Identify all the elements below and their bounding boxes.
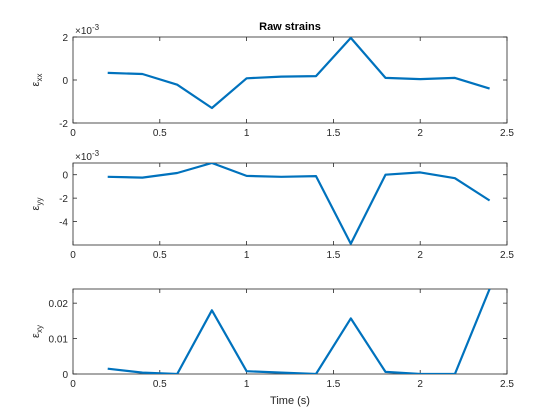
axis-exponent-label: ×10-3 xyxy=(75,149,100,163)
x-tick-label: 2 xyxy=(417,250,423,261)
x-tick-label: 1 xyxy=(244,379,250,390)
x-tick-label: 2.5 xyxy=(500,379,514,390)
y-axis-label: εyy xyxy=(30,198,44,211)
subplot-3: 0 0.5 1 1.5 2 2.5 0 0.01 0.02 εxy Time (s) xyxy=(30,288,514,407)
y-tick-label: -2 xyxy=(59,119,68,130)
x-tick-label: 2.5 xyxy=(500,250,514,261)
axis-exponent-label: ×10-3 xyxy=(75,23,100,37)
y-axis-label: εxx xyxy=(30,74,44,87)
x-tick-label: 2.5 xyxy=(500,128,514,139)
y-tick-label: 0.01 xyxy=(49,335,69,346)
x-tick-label: 0.5 xyxy=(153,379,167,390)
y-tick-label: 0 xyxy=(62,370,68,381)
x-tick-label: 0 xyxy=(70,128,76,139)
series-line xyxy=(107,37,490,110)
x-tick-label: 0 xyxy=(70,250,76,261)
x-tick-label: 2 xyxy=(417,128,423,139)
series-line xyxy=(107,163,491,245)
x-tick-label: 1 xyxy=(244,250,250,261)
y-tick-label: 0 xyxy=(62,171,68,182)
series-line xyxy=(107,289,491,374)
x-axis-label: Time (s) xyxy=(270,395,310,407)
y-tick-label: 0.02 xyxy=(49,299,69,310)
x-tick-label: 2 xyxy=(417,379,423,390)
y-axis-label: εxy xyxy=(30,325,44,338)
x-tick-label: 0 xyxy=(70,379,76,390)
x-tick-label: 1 xyxy=(244,128,250,139)
x-tick-label: 1.5 xyxy=(326,250,340,261)
y-tick-label: -2 xyxy=(59,194,68,205)
axes-box xyxy=(72,36,508,124)
y-tick-label: -4 xyxy=(59,218,68,229)
chart-title: Raw strains xyxy=(259,21,321,33)
axes-box xyxy=(72,288,508,375)
y-tick-label: 2 xyxy=(62,33,68,44)
x-tick-label: 1.5 xyxy=(326,128,340,139)
subplot-2: 0 0.5 1 1.5 2 2.5 -4 -2 0 ×10-3 εyy xyxy=(30,149,514,261)
y-tick-label: 0 xyxy=(62,76,68,87)
x-tick-label: 0.5 xyxy=(153,128,167,139)
x-tick-label: 0.5 xyxy=(153,250,167,261)
x-tick-label: 1.5 xyxy=(326,379,340,390)
